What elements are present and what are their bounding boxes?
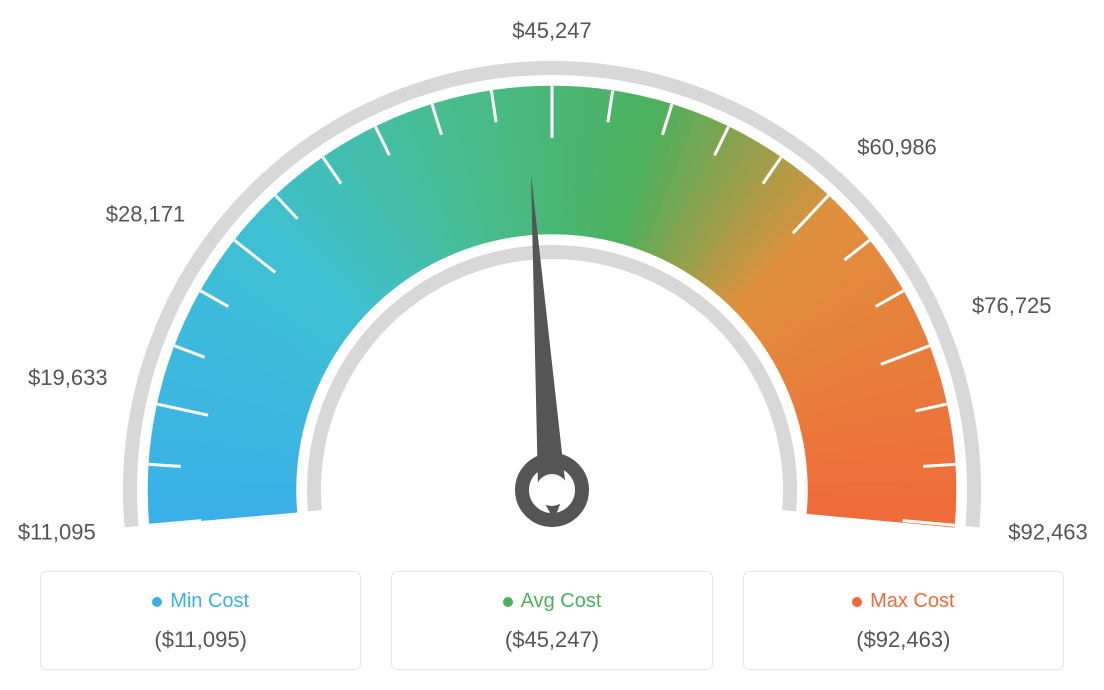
legend-value-avg: ($45,247) <box>402 627 701 653</box>
legend-card-max: Max Cost ($92,463) <box>743 571 1064 670</box>
legend-value-min: ($11,095) <box>51 627 350 653</box>
legend-label-min: Min Cost <box>170 590 249 613</box>
legend-card-avg: Avg Cost ($45,247) <box>391 571 712 670</box>
svg-text:$45,247: $45,247 <box>512 18 592 43</box>
svg-text:$19,633: $19,633 <box>28 365 108 390</box>
svg-text:$76,725: $76,725 <box>972 293 1052 318</box>
svg-text:$60,986: $60,986 <box>857 134 937 159</box>
legend-row: Min Cost ($11,095) Avg Cost ($45,247) Ma… <box>40 571 1064 670</box>
svg-text:$28,171: $28,171 <box>106 201 186 226</box>
legend-label-max: Max Cost <box>870 590 954 613</box>
legend-card-min: Min Cost ($11,095) <box>40 571 361 670</box>
legend-dot-min <box>152 597 162 607</box>
svg-text:$11,095: $11,095 <box>18 520 96 545</box>
legend-value-max: ($92,463) <box>754 627 1053 653</box>
legend-label-avg: Avg Cost <box>521 590 602 613</box>
svg-text:$92,463: $92,463 <box>1008 520 1088 545</box>
gauge-chart: $11,095 $19,633 $28,171 $45,247 $60,986 $76,7… <box>0 0 1104 560</box>
legend-dot-max <box>852 597 862 607</box>
legend-dot-avg <box>503 597 513 607</box>
